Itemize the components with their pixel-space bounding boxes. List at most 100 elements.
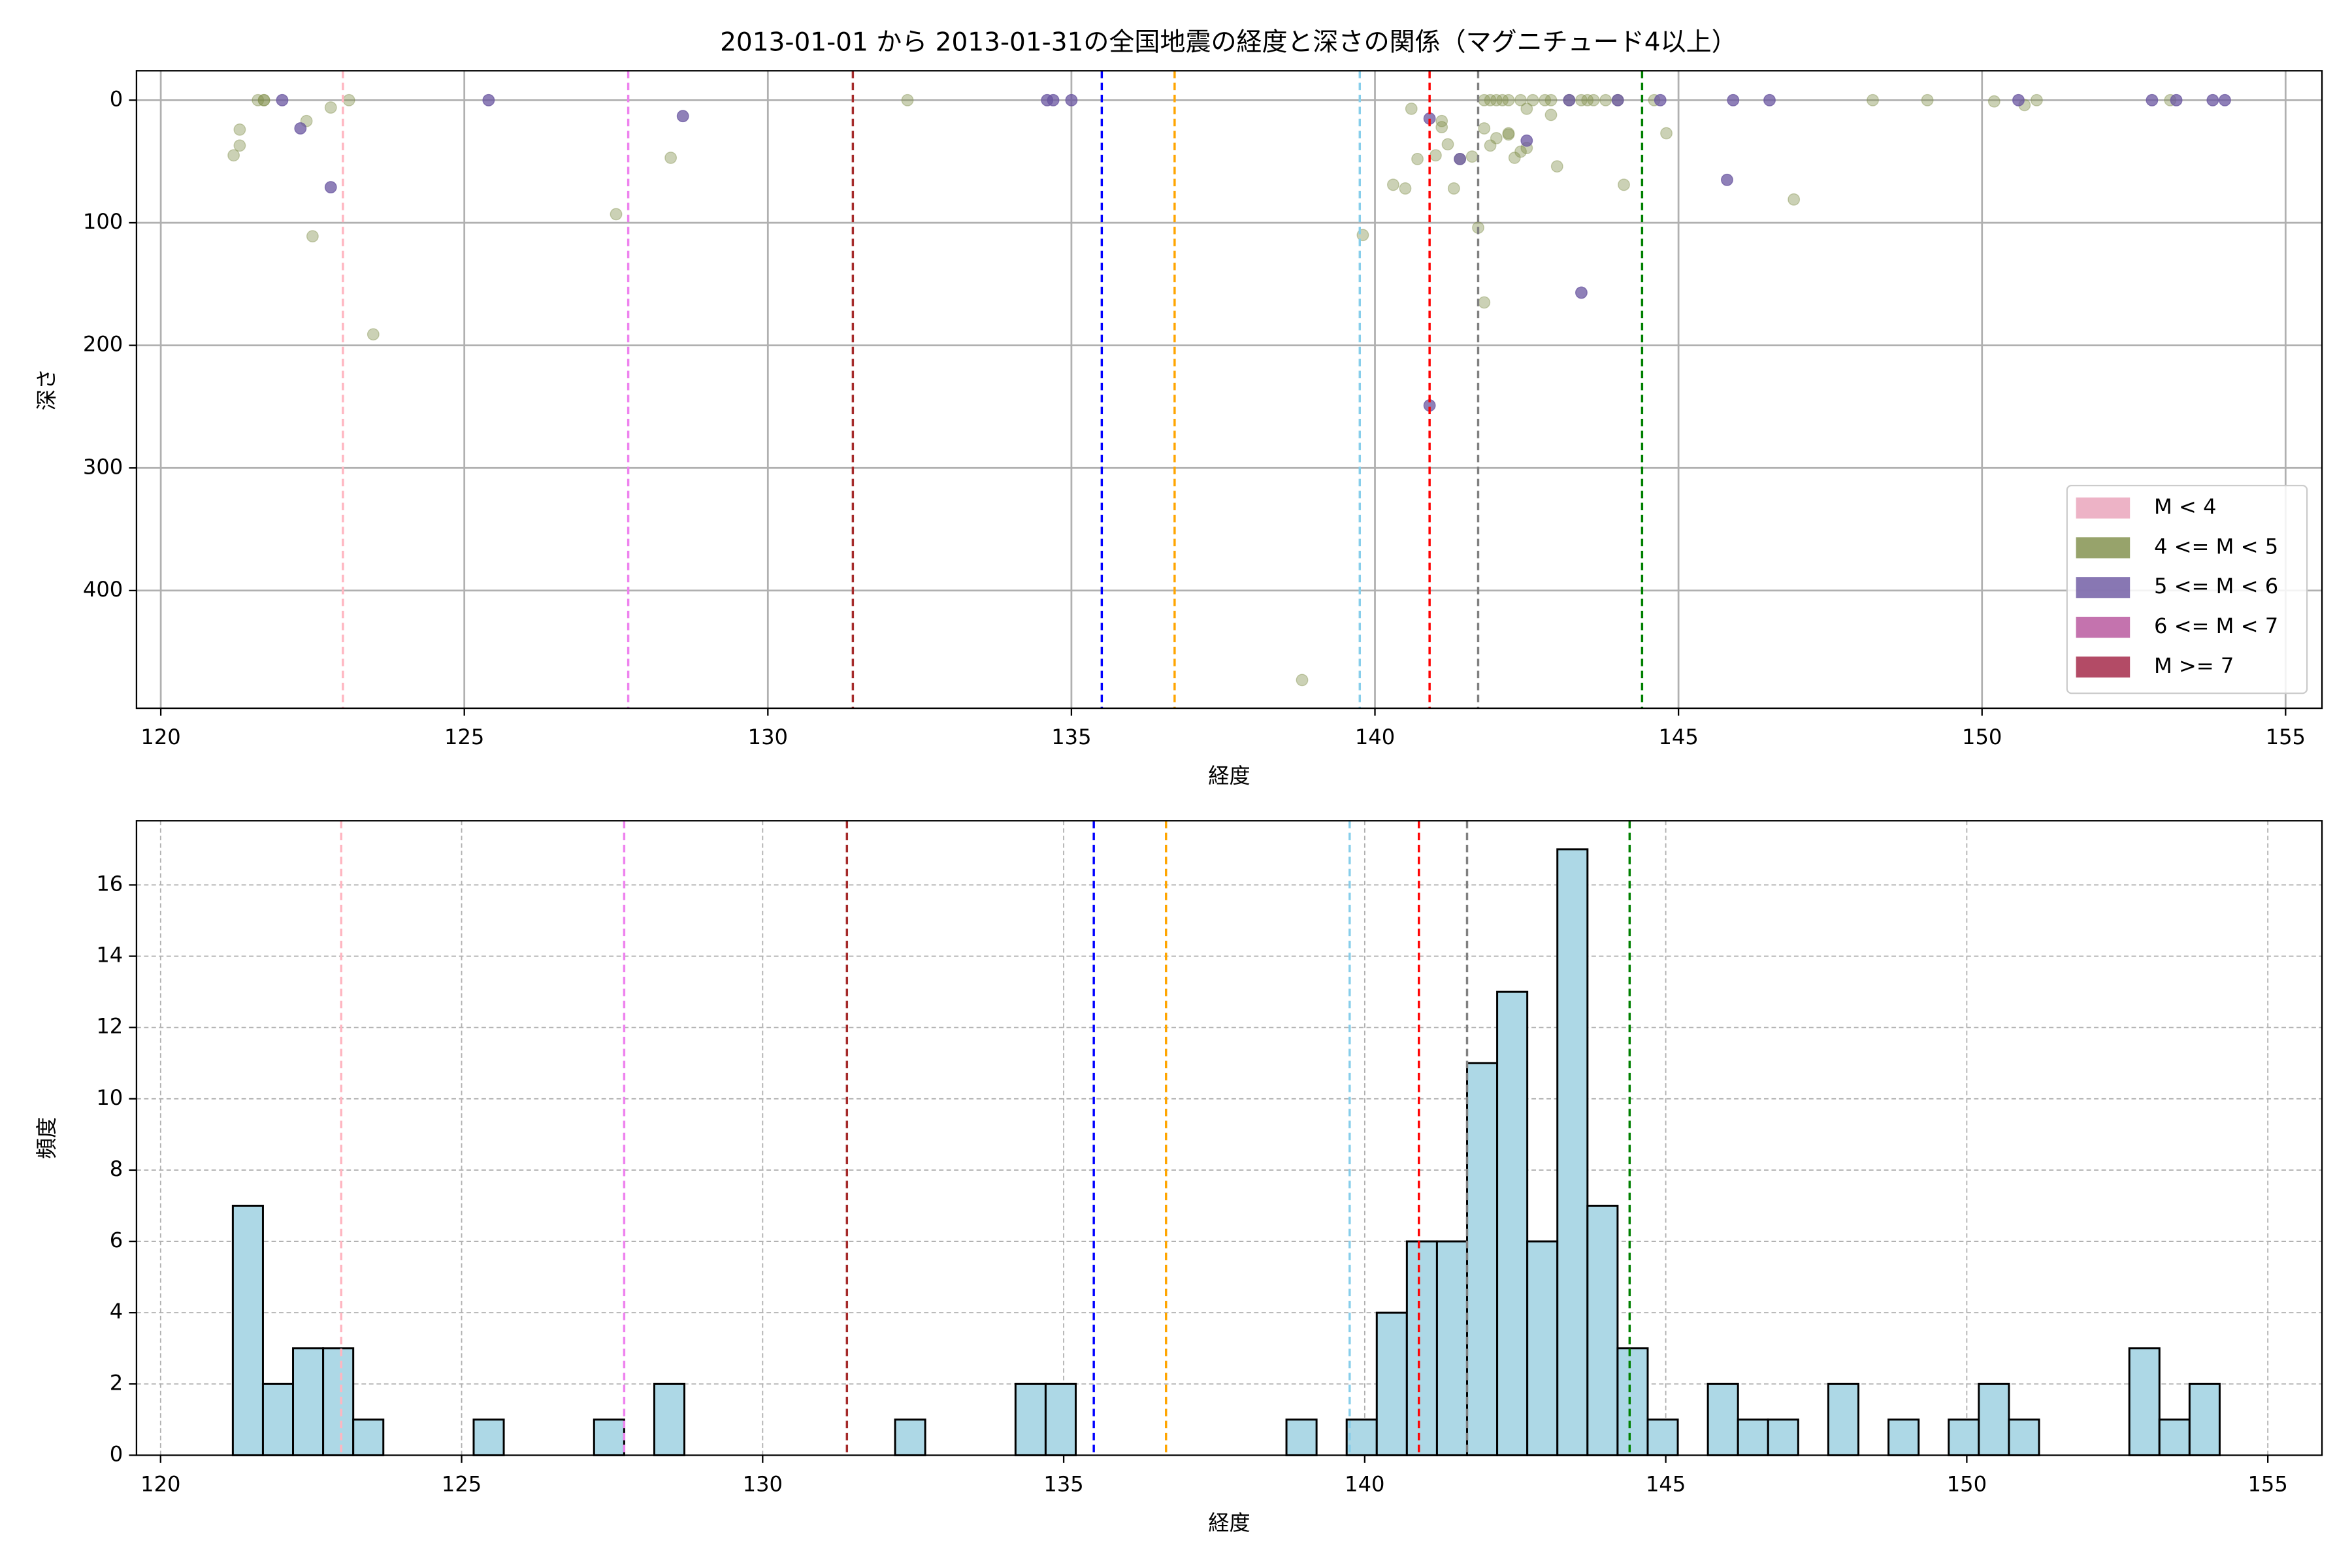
histogram-bar xyxy=(1948,1418,1980,1456)
scatter-point xyxy=(1435,114,1448,127)
histogram-bar xyxy=(894,1418,926,1456)
scatter-point xyxy=(1502,128,1515,141)
scatter-point xyxy=(1411,152,1424,165)
scatter-point xyxy=(1526,93,1539,106)
scatter-point xyxy=(1465,150,1478,163)
scatter-point xyxy=(901,93,914,106)
x-tick-label: 135 xyxy=(1051,725,1091,749)
y-tick-label: 300 xyxy=(83,454,123,479)
histogram-bar xyxy=(1014,1382,1047,1456)
x-tick-label: 140 xyxy=(1345,1471,1384,1496)
scatter-point xyxy=(1478,296,1491,309)
scatter-point xyxy=(1660,127,1673,140)
scatter-point xyxy=(2218,93,2231,106)
y-tick-label: 2 xyxy=(110,1370,123,1395)
legend-swatch xyxy=(2076,617,2131,638)
scatter-point xyxy=(1484,139,1497,152)
scatter-point xyxy=(2012,93,2025,106)
scatter-point xyxy=(306,230,319,243)
histogram-bar xyxy=(352,1418,385,1456)
scatter-point xyxy=(1550,160,1563,173)
scatter-point xyxy=(342,93,355,106)
y-tick-label: 200 xyxy=(83,332,123,357)
histogram-bar xyxy=(1737,1418,1769,1456)
scatter-point xyxy=(1429,149,1442,162)
scatter-point xyxy=(1987,95,2001,108)
histogram-bar xyxy=(1978,1382,2010,1456)
x-tick-label: 120 xyxy=(140,725,180,749)
histogram-bar xyxy=(1887,1418,1920,1456)
histogram-bar xyxy=(2128,1347,2161,1456)
scatter-point xyxy=(2146,93,2159,106)
scatter-point xyxy=(1654,93,1667,106)
histogram-bar xyxy=(1375,1311,1408,1456)
scatter-point xyxy=(1478,122,1491,135)
y-tick-label: 4 xyxy=(110,1299,123,1324)
scatter-point xyxy=(1788,193,1801,206)
histogram-bar xyxy=(1586,1205,1619,1456)
chart-title: 2013-01-01 から 2013-01-31の全国地震の経度と深さの関係（マ… xyxy=(720,27,1737,57)
y-tick-label: 8 xyxy=(110,1156,123,1181)
scatter-point xyxy=(1508,152,1521,164)
scatter-point xyxy=(233,123,246,136)
legend-swatch xyxy=(2076,577,2131,598)
scatter-point xyxy=(1520,103,1533,115)
scatter-point xyxy=(1581,93,1594,106)
x-tick-label: 125 xyxy=(442,1471,482,1496)
scatter-point xyxy=(1599,93,1612,106)
scatter-point xyxy=(252,93,265,106)
histogram-bar xyxy=(1466,1062,1499,1456)
scatter-point xyxy=(1544,93,1558,106)
scatter-point xyxy=(2170,93,2183,106)
histogram-bar xyxy=(261,1382,295,1456)
scatter-point xyxy=(1496,93,1509,106)
histogram-bar xyxy=(1707,1382,1739,1456)
histogram-bar xyxy=(653,1382,686,1456)
scatter-point xyxy=(1514,145,1527,158)
plot-frame xyxy=(135,70,2323,710)
histogram-bar xyxy=(1044,1382,1077,1456)
y-axis-label: 頻度 xyxy=(34,1117,59,1159)
scatter-point xyxy=(1454,152,1467,165)
x-tick-label: 120 xyxy=(140,1471,180,1496)
histogram-bar xyxy=(322,1347,355,1456)
histogram-bar xyxy=(1827,1382,1859,1456)
scatter-point xyxy=(1721,173,1733,186)
histogram-bar xyxy=(2158,1418,2191,1456)
scatter-point xyxy=(1587,93,1600,106)
y-tick-label: 0 xyxy=(110,1441,123,1466)
legend: M < 4 4 <= M < 5 5 <= M < 6 6 <= M < 7 M >= … xyxy=(2066,484,2308,694)
scatter-point xyxy=(610,208,623,221)
histogram-bar xyxy=(593,1418,625,1456)
scatter-point xyxy=(2206,93,2219,106)
scatter-point xyxy=(1514,93,1527,106)
histogram-bar xyxy=(1556,848,1589,1456)
histogram-bar xyxy=(1646,1418,1679,1456)
x-tick-label: 150 xyxy=(1962,725,2002,749)
scatter-point xyxy=(1296,674,1309,687)
scatter-point xyxy=(324,101,337,114)
histogram-bar xyxy=(231,1205,264,1456)
histogram-bar xyxy=(292,1347,325,1456)
x-tick-label: 135 xyxy=(1043,1471,1083,1496)
histogram-bar xyxy=(1285,1418,1318,1456)
scatter-point xyxy=(1727,93,1740,106)
y-tick-label: 10 xyxy=(96,1085,123,1110)
legend-swatch xyxy=(2076,497,2131,519)
scatter-point xyxy=(482,93,495,106)
scatter-point xyxy=(1763,93,1776,106)
histogram-bar xyxy=(1496,990,1529,1456)
scatter-point xyxy=(294,122,307,135)
y-tick-label: 100 xyxy=(83,209,123,234)
x-axis-label: 経度 xyxy=(1208,1511,1250,1535)
legend-label: 6 <= M < 7 xyxy=(2154,613,2278,638)
scatter-point xyxy=(1575,286,1588,299)
legend-label: M < 4 xyxy=(2154,495,2217,519)
scatter-point xyxy=(1539,93,1552,106)
scatter-point xyxy=(276,93,289,106)
histogram-bar xyxy=(1616,1347,1649,1456)
scatter-point xyxy=(1544,108,1558,122)
y-tick-label: 12 xyxy=(96,1014,123,1039)
scatter-point xyxy=(1490,93,1503,106)
